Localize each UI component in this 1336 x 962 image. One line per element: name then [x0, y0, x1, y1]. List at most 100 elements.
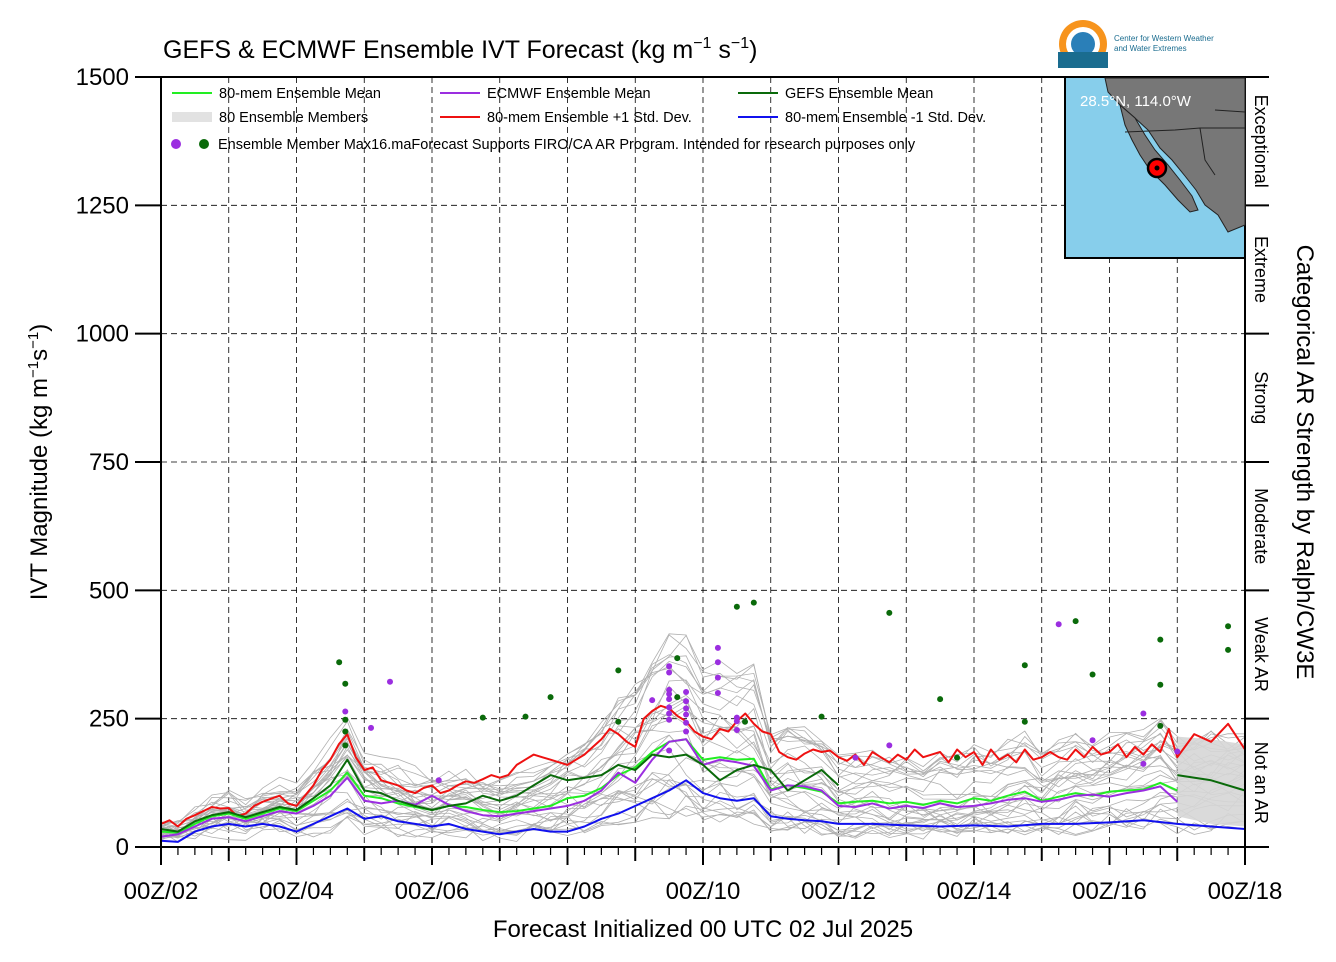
member-max-dot: [852, 754, 859, 761]
member-max-dot: [1089, 671, 1096, 678]
legend-label: GEFS Ensemble Mean: [785, 86, 933, 102]
member-max-dot: [1021, 718, 1028, 725]
series-line-gefs-ensemble-mean: [160, 753, 840, 833]
member-max-dot: [615, 667, 622, 674]
member-max-dot: [386, 678, 393, 685]
logo-text-2: and Water Extremes: [1114, 44, 1187, 53]
x-tick-label: 00Z/12: [801, 878, 876, 905]
gefs-spread-shade: [1177, 736, 1245, 827]
y-axis-label: IVT Magnitude (kg m−1s−1): [25, 324, 53, 601]
member-max-dot: [1089, 737, 1096, 744]
chart-title: GEFS & ECMWF Ensemble IVT Forecast (kg m…: [163, 35, 757, 64]
legend-dot-gefs: [199, 139, 209, 149]
member-max-dot: [954, 754, 961, 761]
ensemble-member-line: [160, 679, 1246, 833]
ensemble-member-line: [160, 694, 1246, 824]
member-max-dot: [733, 603, 740, 610]
ensemble-member-line: [160, 708, 1246, 833]
y-tick-label: 1000: [76, 321, 129, 348]
member-max-dot: [342, 680, 349, 687]
ensemble-members: [160, 633, 1246, 843]
ensemble-member-line: [160, 798, 1246, 842]
x-tick-label: 00Z/16: [1072, 878, 1147, 905]
logo-waves-icon: [1058, 52, 1108, 68]
member-max-dot: [1174, 748, 1181, 755]
category-label: Moderate: [1251, 488, 1271, 564]
member-max-dots: [336, 599, 1232, 784]
legend: 80-mem Ensemble Mean ECMWF Ensemble Mean G…: [171, 86, 986, 153]
x-tick-label: 00Z/14: [937, 878, 1012, 905]
category-label: Exceptional: [1251, 95, 1271, 188]
y-tick-label: 500: [89, 577, 129, 604]
legend-label: 80-mem Ensemble +1 Std. Dev.: [487, 110, 692, 126]
member-max-dot: [522, 713, 529, 720]
member-max-dot: [733, 718, 740, 725]
series-line-80-mem-ensemble-1-std-dev-: [160, 779, 1246, 843]
member-max-dot: [1140, 760, 1147, 767]
ensemble-member-line: [160, 712, 1246, 827]
cw3e-logo: Center for Western Weather and Water Ext…: [1058, 20, 1214, 68]
member-max-dot: [1021, 662, 1028, 669]
y-tick-label: 750: [89, 449, 129, 476]
member-max-dot: [666, 710, 673, 717]
member-max-dot: [683, 711, 690, 718]
legend-dots-label: Ensemble Member Max16.maForecast Support…: [218, 137, 916, 153]
legend-label: 80 Ensemble Members: [219, 110, 368, 126]
x-tick-label: 00Z/06: [395, 878, 470, 905]
ensemble-member-line: [160, 705, 1246, 837]
legend-label: 80-mem Ensemble Mean: [219, 86, 381, 102]
member-max-dot: [479, 714, 486, 721]
x-tick-label: 00Z/02: [124, 878, 199, 905]
member-max-dot: [666, 686, 673, 693]
x-axis-label: Forecast Initialized 00 UTC 02 Jul 2025: [493, 916, 913, 943]
member-max-dot: [683, 698, 690, 705]
member-max-dot: [714, 674, 721, 681]
location-inset-map: 28.5°N, 114.0°W: [1064, 76, 1246, 259]
member-max-dot: [1157, 681, 1164, 688]
member-max-dot: [886, 742, 893, 749]
category-label: Strong: [1251, 371, 1271, 424]
member-max-dot: [666, 663, 673, 670]
member-max-dot: [1157, 636, 1164, 643]
x-tick-label: 00Z/10: [666, 878, 741, 905]
member-max-dot: [547, 694, 554, 701]
ensemble-member-line: [160, 660, 1246, 843]
member-max-dot: [683, 688, 690, 695]
member-max-dot: [342, 716, 349, 723]
member-max-dot: [683, 719, 690, 726]
series-line-gefs-ensemble-mean: [1177, 774, 1246, 792]
member-max-dot: [666, 716, 673, 723]
series-line-ecmwf-ensemble-mean: [160, 738, 1178, 838]
member-max-dot: [714, 659, 721, 666]
member-max-dot: [649, 697, 656, 704]
member-max-dot: [1055, 621, 1062, 628]
member-max-dot: [886, 609, 893, 616]
member-max-dot: [1157, 722, 1164, 729]
legend-label: 80-mem Ensemble -1 Std. Dev.: [785, 110, 986, 126]
ensemble-member-line: [160, 793, 1246, 839]
logo-water-drop-icon: [1071, 32, 1095, 56]
category-label: Not an AR: [1251, 742, 1271, 824]
member-max-dot: [435, 777, 442, 784]
member-max-dot: [368, 724, 375, 731]
map-border-lines: [1124, 109, 1246, 176]
ensemble-member-line: [160, 654, 1246, 834]
member-max-dot: [666, 669, 673, 676]
member-max-dot: [1072, 618, 1079, 625]
category-label: Weak AR: [1251, 617, 1271, 692]
y-tick-label: 1250: [76, 192, 129, 219]
member-max-dot: [1225, 646, 1232, 653]
location-marker-center-icon: [1154, 165, 1160, 171]
x-tick-label: 00Z/18: [1208, 878, 1283, 905]
y-tick-label: 250: [89, 706, 129, 733]
x-tick-label: 00Z/08: [530, 878, 605, 905]
ensemble-member-line: [160, 633, 1246, 823]
legend-label: ECMWF Ensemble Mean: [487, 86, 651, 102]
member-max-dot: [937, 696, 944, 703]
member-max-dot: [733, 726, 740, 733]
y-tick-label: 0: [116, 834, 129, 861]
tick-labels: 00Z/02 00Z/04 00Z/06 00Z/08 00Z/10 00Z/12 00Z/…: [76, 64, 1283, 905]
ensemble-member-line: [160, 746, 1246, 841]
member-max-dot: [342, 742, 349, 749]
